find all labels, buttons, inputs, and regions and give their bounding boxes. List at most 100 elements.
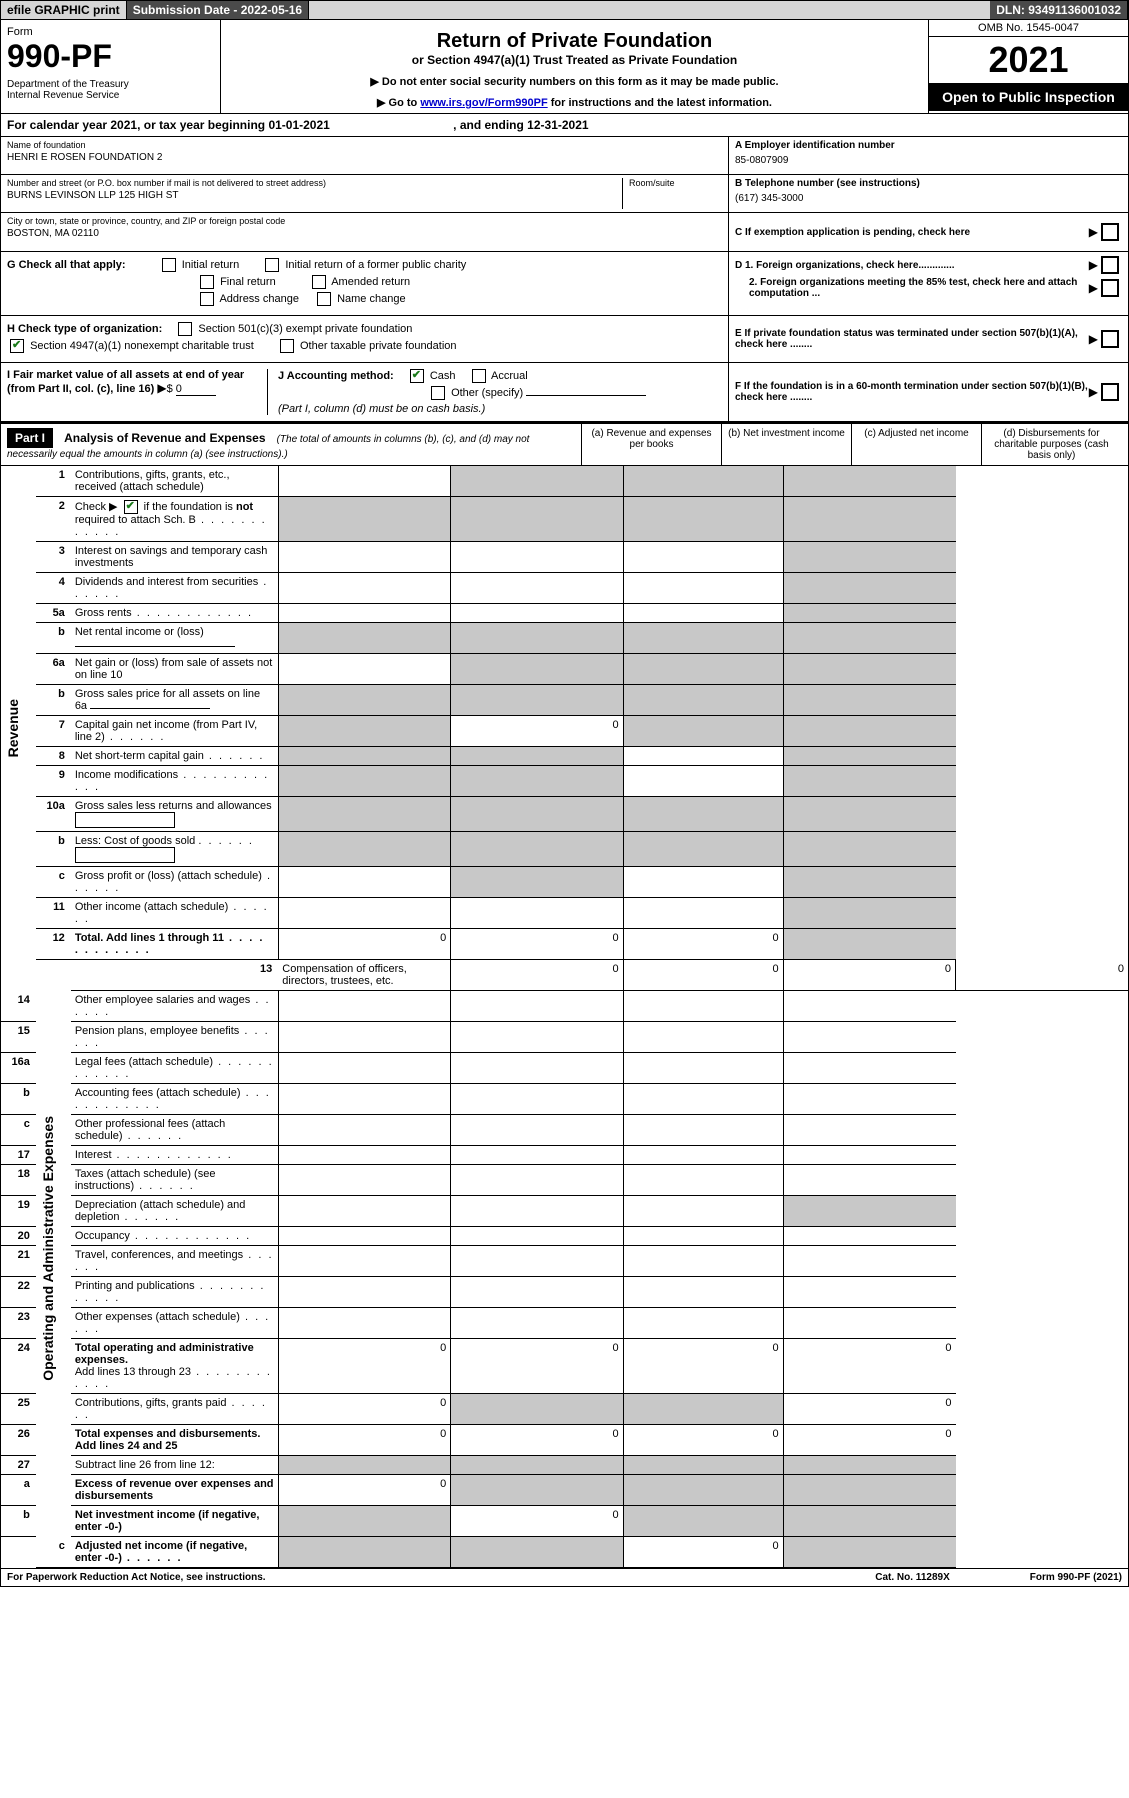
- h-501c3-checkbox[interactable]: [178, 322, 192, 336]
- expenses-label: Operating and Administrative Expenses: [40, 1116, 56, 1381]
- col-c-header: (c) Adjusted net income: [851, 424, 981, 465]
- table-row: 14Other employee salaries and wages: [1, 991, 1128, 1022]
- telephone: (617) 345-3000: [735, 193, 1122, 204]
- revenue-label: Revenue: [5, 699, 21, 757]
- h-row: H Check type of organization: Section 50…: [1, 316, 1128, 363]
- tax-year: 2021: [929, 37, 1128, 83]
- f-checkbox[interactable]: [1101, 383, 1119, 401]
- table-row: bAccounting fees (attach schedule): [1, 1084, 1128, 1115]
- j-cash-checkbox[interactable]: [410, 369, 424, 383]
- table-row: cOther professional fees (attach schedul…: [1, 1115, 1128, 1146]
- table-row: 3Interest on savings and temporary cash …: [1, 542, 1128, 573]
- city: BOSTON, MA 02110: [7, 228, 722, 239]
- h-other-checkbox[interactable]: [280, 339, 294, 353]
- cat-no: Cat. No. 11289X: [875, 1572, 949, 1583]
- tel-row: B Telephone number (see instructions) (6…: [729, 175, 1128, 213]
- ein-row: A Employer identification number 85-0807…: [729, 137, 1128, 175]
- table-row: 18Taxes (attach schedule) (see instructi…: [1, 1165, 1128, 1196]
- g-address-checkbox[interactable]: [200, 292, 214, 306]
- identity-block: Name of foundation HENRI E ROSEN FOUNDAT…: [1, 137, 1128, 252]
- ein: 85-0807909: [735, 155, 1122, 166]
- h-4947-checkbox[interactable]: [10, 339, 24, 353]
- address-row: Number and street (or P.O. box number if…: [1, 175, 728, 213]
- form-ref: Form 990-PF (2021): [1030, 1572, 1122, 1583]
- table-row: 21Travel, conferences, and meetings: [1, 1246, 1128, 1277]
- line10a-input[interactable]: [75, 812, 175, 828]
- table-row: 6aNet gain or (loss) from sale of assets…: [1, 654, 1128, 685]
- topbar: efile GRAPHIC print Submission Date - 20…: [1, 1, 1128, 20]
- form-label: Form: [7, 26, 214, 38]
- col-b-header: (b) Net investment income: [721, 424, 851, 465]
- foundation-name-row: Name of foundation HENRI E ROSEN FOUNDAT…: [1, 137, 728, 175]
- irs-link[interactable]: www.irs.gov/Form990PF: [420, 97, 547, 109]
- address: BURNS LEVINSON LLP 125 HIGH ST: [7, 190, 622, 201]
- table-row: 20Occupancy: [1, 1227, 1128, 1246]
- city-row: City or town, state or province, country…: [1, 213, 728, 251]
- subdate: Submission Date - 2022-05-16: [127, 1, 309, 19]
- table-row: 17Interest: [1, 1146, 1128, 1165]
- table-row: 11Other income (attach schedule): [1, 898, 1128, 929]
- table-row: 27Subtract line 26 from line 12:: [1, 1456, 1128, 1475]
- form-subtitle: or Section 4947(a)(1) Trust Treated as P…: [231, 53, 918, 67]
- form-number: 990-PF: [7, 38, 214, 75]
- g-name-checkbox[interactable]: [317, 292, 331, 306]
- table-row: bGross sales price for all assets on lin…: [1, 685, 1128, 716]
- dept: Department of the Treasury Internal Reve…: [7, 79, 214, 101]
- room-label: Room/suite: [629, 178, 722, 188]
- form-title: Return of Private Foundation: [231, 30, 918, 53]
- table-row: 25Contributions, gifts, grants paid00: [1, 1394, 1128, 1425]
- g-final-checkbox[interactable]: [200, 275, 214, 289]
- table-row: 15Pension plans, employee benefits: [1, 1022, 1128, 1053]
- j-note: (Part I, column (d) must be on cash basi…: [278, 403, 722, 415]
- table-row: Operating and Administrative Expenses 13…: [1, 960, 1128, 991]
- table-row: cGross profit or (loss) (attach schedule…: [1, 867, 1128, 898]
- table-row: 8Net short-term capital gain: [1, 747, 1128, 766]
- arrow-icon: ▶: [1089, 225, 1098, 239]
- table-row: 22Printing and publications: [1, 1277, 1128, 1308]
- line10b-input[interactable]: [75, 847, 175, 863]
- j-accrual-checkbox[interactable]: [472, 369, 486, 383]
- table-row: 24Total operating and administrative exp…: [1, 1339, 1128, 1394]
- c-checkbox[interactable]: [1101, 223, 1119, 241]
- open-inspection: Open to Public Inspection: [929, 83, 1128, 111]
- j-other-checkbox[interactable]: [431, 386, 445, 400]
- table-row: 10aGross sales less returns and allowanc…: [1, 797, 1128, 832]
- e-checkbox[interactable]: [1101, 330, 1119, 348]
- g-row: G Check all that apply: Initial return I…: [1, 252, 1128, 316]
- table-row: aExcess of revenue over expenses and dis…: [1, 1475, 1128, 1506]
- g-amended-checkbox[interactable]: [312, 275, 326, 289]
- paperwork-notice: For Paperwork Reduction Act Notice, see …: [7, 1572, 266, 1583]
- table-row: 2Check ▶ if the foundation is not requir…: [1, 497, 1128, 542]
- instr-2: ▶ Go to www.irs.gov/Form990PF for instru…: [231, 96, 918, 109]
- table-row: cAdjusted net income (if negative, enter…: [1, 1537, 1128, 1568]
- table-row: Revenue 1Contributions, gifts, grants, e…: [1, 466, 1128, 497]
- dln: DLN: 93491136001032: [990, 1, 1128, 19]
- col-d-header: (d) Disbursements for charitable purpose…: [981, 424, 1121, 465]
- calendar-year: For calendar year 2021, or tax year begi…: [1, 114, 1128, 137]
- table-row: 5aGross rents: [1, 604, 1128, 623]
- omb: OMB No. 1545-0047: [929, 20, 1128, 37]
- table-row: 4Dividends and interest from securities: [1, 573, 1128, 604]
- schb-checkbox[interactable]: [124, 500, 138, 514]
- table-row: bNet rental income or (loss): [1, 623, 1128, 654]
- fmv-value: 0: [176, 383, 216, 396]
- table-row: bNet investment income (if negative, ent…: [1, 1506, 1128, 1537]
- part1-table: Revenue 1Contributions, gifts, grants, e…: [1, 466, 1128, 1568]
- g-initial-public-checkbox[interactable]: [265, 258, 279, 272]
- d2-checkbox[interactable]: [1101, 279, 1119, 297]
- table-row: 23Other expenses (attach schedule): [1, 1308, 1128, 1339]
- foundation-name: HENRI E ROSEN FOUNDATION 2: [7, 152, 722, 163]
- g-initial-checkbox[interactable]: [162, 258, 176, 272]
- table-row: 16aLegal fees (attach schedule): [1, 1053, 1128, 1084]
- footer: For Paperwork Reduction Act Notice, see …: [1, 1568, 1128, 1586]
- d1-checkbox[interactable]: [1101, 256, 1119, 274]
- col-a-header: (a) Revenue and expenses per books: [581, 424, 721, 465]
- table-row: 9Income modifications: [1, 766, 1128, 797]
- instr-1: ▶ Do not enter social security numbers o…: [231, 75, 918, 88]
- table-row: 19Depreciation (attach schedule) and dep…: [1, 1196, 1128, 1227]
- table-row: bLess: Cost of goods sold: [1, 832, 1128, 867]
- efile-label: efile GRAPHIC print: [1, 1, 127, 19]
- part-label: Part I: [7, 428, 53, 448]
- part1-header: Part I Analysis of Revenue and Expenses …: [1, 423, 1128, 466]
- table-row: 26Total expenses and disbursements. Add …: [1, 1425, 1128, 1456]
